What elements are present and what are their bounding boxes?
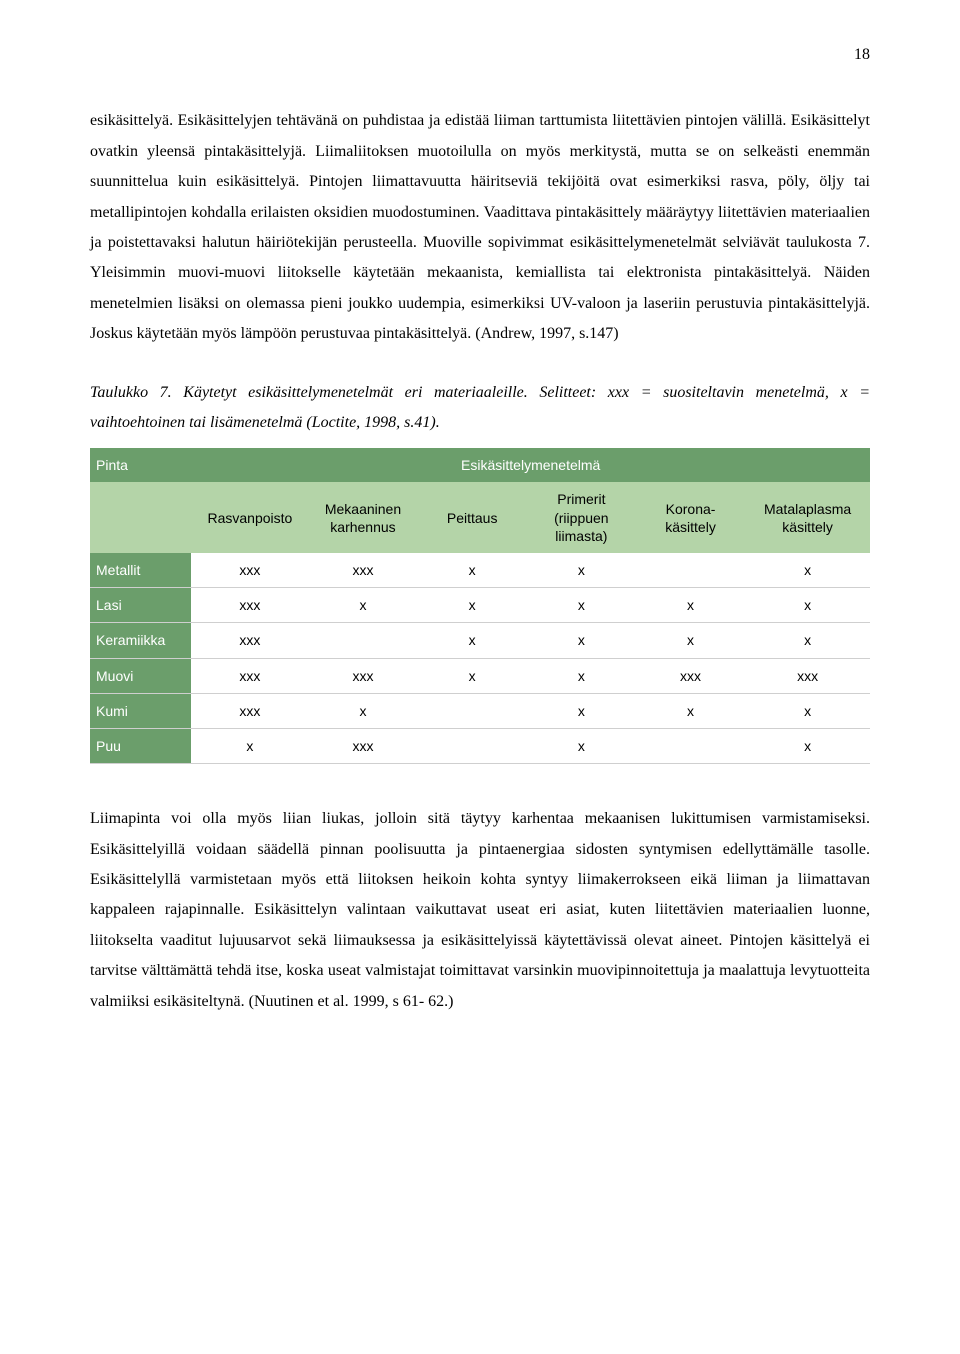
cell: xxx: [308, 658, 417, 693]
row-label: Kumi: [90, 693, 191, 728]
col-rasvanpoisto: Rasvanpoisto: [191, 482, 308, 553]
cell: x: [636, 588, 745, 623]
paragraph-2: Liimapinta voi olla myös liian liukas, j…: [90, 804, 870, 1017]
table-h1-center: Esikäsittelymenetelmä: [191, 448, 870, 482]
cell: [418, 693, 527, 728]
col-matalaplasma: Matalaplasma käsittely: [745, 482, 870, 553]
cell: x: [418, 553, 527, 588]
table-row: Metallit xxx xxx x x x: [90, 553, 870, 588]
cell: [308, 623, 417, 658]
cell: x: [418, 658, 527, 693]
cell: x: [636, 623, 745, 658]
cell: [418, 728, 527, 763]
cell: [636, 728, 745, 763]
table-header-row-1: Pinta Esikäsittelymenetelmä: [90, 448, 870, 482]
row-label: Keramiikka: [90, 623, 191, 658]
treatment-table: Pinta Esikäsittelymenetelmä Rasvanpoisto…: [90, 448, 870, 764]
row-label: Lasi: [90, 588, 191, 623]
cell: xxx: [191, 658, 308, 693]
cell: xxx: [308, 728, 417, 763]
cell: x: [745, 588, 870, 623]
table-h2-blank: [90, 482, 191, 553]
cell: x: [527, 588, 636, 623]
cell: xxx: [191, 693, 308, 728]
cell: xxx: [308, 553, 417, 588]
cell: [636, 553, 745, 588]
cell: x: [636, 693, 745, 728]
cell: x: [308, 693, 417, 728]
cell: x: [527, 693, 636, 728]
cell: xxx: [191, 623, 308, 658]
cell: x: [191, 728, 308, 763]
cell: x: [308, 588, 417, 623]
cell: x: [745, 728, 870, 763]
col-mekaaninen: Mekaaninen karhennus: [308, 482, 417, 553]
page-number: 18: [90, 40, 870, 70]
cell: x: [527, 658, 636, 693]
cell: xxx: [191, 588, 308, 623]
row-label: Puu: [90, 728, 191, 763]
table-row: Kumi xxx x x x x: [90, 693, 870, 728]
paragraph-1: esikäsittelyä. Esikäsittelyjen tehtävänä…: [90, 106, 870, 349]
table-row: Muovi xxx xxx x x xxx xxx: [90, 658, 870, 693]
table-h1-left: Pinta: [90, 448, 191, 482]
cell: x: [527, 553, 636, 588]
cell: xxx: [191, 553, 308, 588]
cell: x: [418, 623, 527, 658]
row-label: Muovi: [90, 658, 191, 693]
table-caption: Taulukko 7. Käytetyt esikäsittelymenetel…: [90, 378, 870, 439]
cell: x: [745, 693, 870, 728]
cell: x: [418, 588, 527, 623]
cell: xxx: [745, 658, 870, 693]
table-row: Puu x xxx x x: [90, 728, 870, 763]
cell: xxx: [636, 658, 745, 693]
col-peittaus: Peittaus: [418, 482, 527, 553]
cell: x: [527, 728, 636, 763]
table-header-row-2: Rasvanpoisto Mekaaninen karhennus Peitta…: [90, 482, 870, 553]
row-label: Metallit: [90, 553, 191, 588]
cell: x: [527, 623, 636, 658]
cell: x: [745, 623, 870, 658]
col-primerit: Primerit (riippuen liimasta): [527, 482, 636, 553]
table-row: Lasi xxx x x x x x: [90, 588, 870, 623]
cell: x: [745, 553, 870, 588]
col-korona: Korona-käsittely: [636, 482, 745, 553]
table-row: Keramiikka xxx x x x x: [90, 623, 870, 658]
